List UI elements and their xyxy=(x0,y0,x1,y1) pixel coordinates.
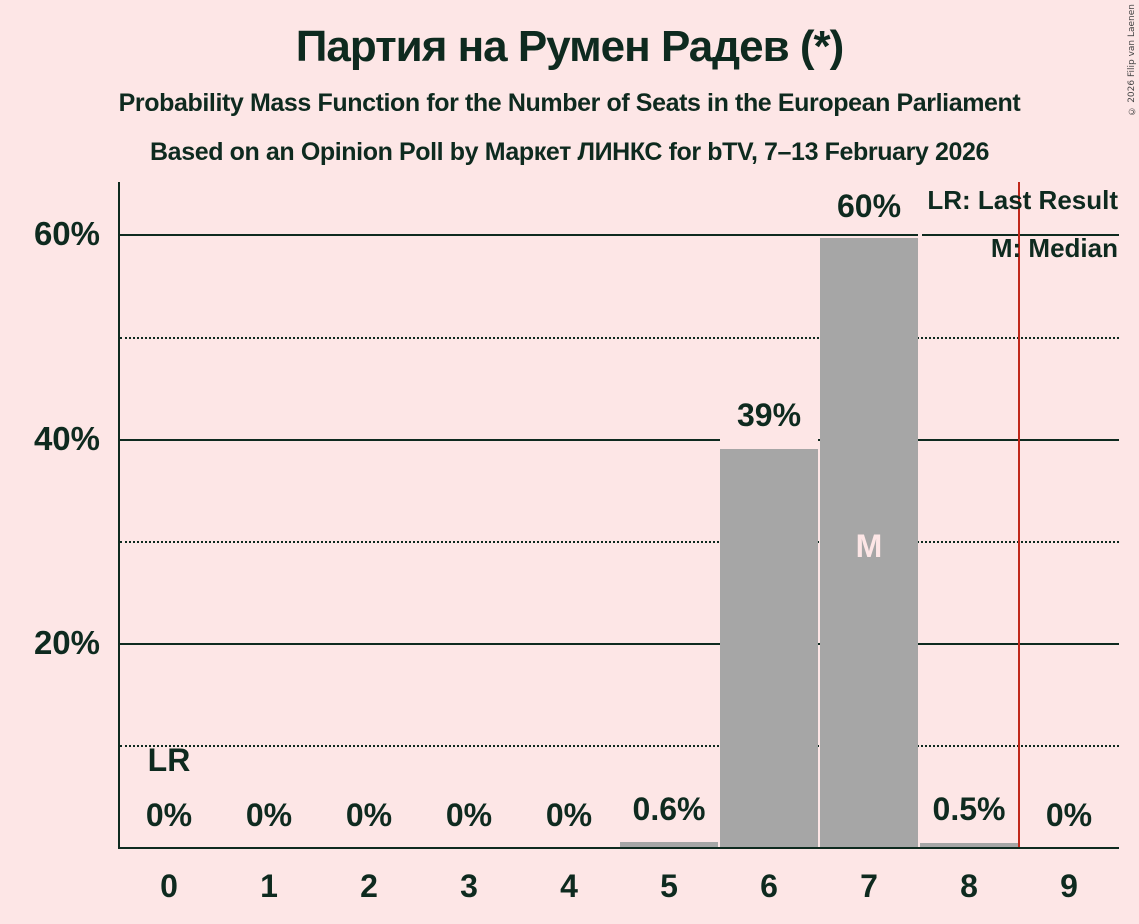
bar-label-7: 60% xyxy=(836,188,902,224)
gridline-50 xyxy=(120,337,1119,339)
x-tick-2: 2 xyxy=(360,868,378,904)
legend-median: M: Median xyxy=(990,233,1118,263)
x-tick-3: 3 xyxy=(460,868,478,904)
y-tick-40: 40% xyxy=(33,420,100,457)
bar-label-4: 0% xyxy=(545,797,593,833)
bar-seats-5 xyxy=(620,842,718,848)
bar-label-9: 0% xyxy=(1045,797,1093,833)
x-tick-9: 9 xyxy=(1060,868,1078,904)
y-axis xyxy=(118,182,120,849)
x-tick-7: 7 xyxy=(860,868,878,904)
bar-seats-7 xyxy=(820,238,918,848)
gridline-10 xyxy=(120,745,1119,747)
median-marker: M xyxy=(855,528,883,564)
bar-label-5: 0.6% xyxy=(632,791,706,827)
bar-label-6: 39% xyxy=(736,397,802,433)
x-tick-6: 6 xyxy=(760,868,778,904)
y-tick-20: 20% xyxy=(33,624,100,661)
bar-label-8: 0.5% xyxy=(932,791,1006,827)
gridline-40 xyxy=(120,439,1119,441)
gridline-20 xyxy=(120,643,1119,645)
gridline-30 xyxy=(120,541,1119,543)
bar-seats-8 xyxy=(920,843,1018,848)
y-tick-60: 60% xyxy=(33,215,100,252)
last-result-marker: LR xyxy=(147,742,191,778)
bar-label-1: 0% xyxy=(245,797,293,833)
x-tick-1: 1 xyxy=(260,868,278,904)
chart-source: Based on an Opinion Poll by Маркет ЛИНКС… xyxy=(150,138,989,166)
bar-seats-6 xyxy=(720,449,818,848)
x-tick-4: 4 xyxy=(560,868,578,904)
x-tick-5: 5 xyxy=(660,868,678,904)
x-tick-0: 0 xyxy=(160,868,178,904)
bar-label-2: 0% xyxy=(345,797,393,833)
bar-label-3: 0% xyxy=(445,797,493,833)
chart-title: Партия на Румен Радев (*) xyxy=(295,22,845,71)
chart-subtitle: Probability Mass Function for the Number… xyxy=(118,89,1021,117)
label-gap-6 xyxy=(720,425,818,449)
bar-label-0: 0% xyxy=(145,797,193,833)
last-result-line xyxy=(1018,182,1020,848)
label-gap-legend xyxy=(918,228,922,240)
gridline-60 xyxy=(120,234,1119,236)
legend-last-result: LR: Last Result xyxy=(927,185,1118,215)
x-axis xyxy=(118,847,1119,849)
x-tick-8: 8 xyxy=(960,868,978,904)
